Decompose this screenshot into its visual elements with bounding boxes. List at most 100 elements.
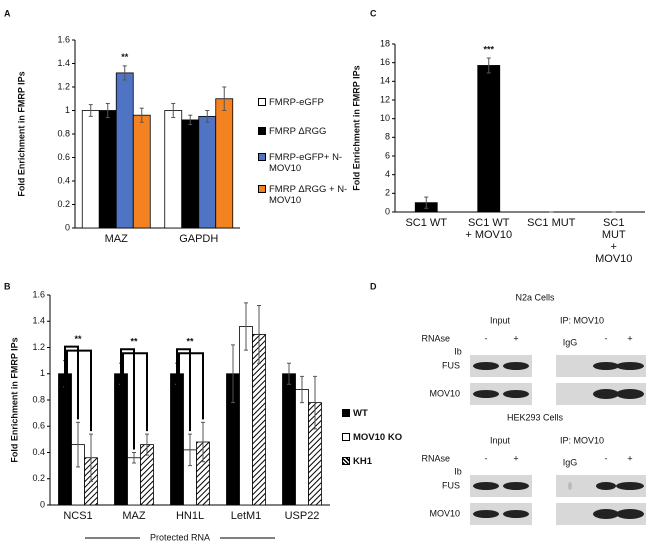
y-tick-label: 1.2	[57, 81, 70, 91]
legend-label: WT	[353, 408, 368, 419]
y-tick-label: 0	[65, 222, 70, 232]
blot-band	[596, 482, 616, 490]
x-tick-label: HN1L	[175, 510, 205, 522]
y-tick-label: 0	[385, 206, 390, 216]
y-tick-label: 0.2	[32, 473, 45, 483]
legend-item: WT	[342, 408, 432, 419]
bar	[477, 65, 501, 213]
y-tick-label: 0.6	[32, 421, 45, 431]
bar	[239, 326, 253, 506]
bar	[164, 110, 183, 229]
treatment-sign: +	[513, 453, 518, 463]
y-tick-label: 16	[380, 57, 390, 67]
y-tick-label: 8	[385, 132, 390, 142]
blot-band	[503, 482, 529, 490]
ip-label: IP: MOV10	[560, 435, 604, 445]
blot-band	[593, 389, 619, 399]
x-tick-label: SC1 MUT + MOV10	[595, 217, 633, 265]
legend-label: FMRP-eGFP+ N-MOV10	[269, 152, 343, 174]
y-tick-label: 0.2	[57, 199, 70, 209]
bar	[115, 72, 134, 229]
panel-label: A	[4, 8, 11, 18]
treatment-sign: -	[605, 333, 608, 343]
y-tick-label: 0.4	[57, 175, 70, 185]
treatment-sign: -	[485, 453, 488, 463]
blot-title: N2a Cells	[515, 292, 555, 302]
panel-label: C	[370, 8, 377, 18]
annotation: **	[130, 337, 138, 347]
legend-item: MOV10 KO	[342, 432, 432, 443]
blot-band	[503, 510, 529, 518]
legend-swatch	[342, 433, 350, 441]
treatment-label: RNAse	[421, 333, 450, 343]
y-tick-label: 6	[385, 150, 390, 160]
significance-bracket	[178, 352, 204, 420]
y-axis-title: Fold Enrichment in FMRP IPs	[9, 337, 19, 462]
blot-title: HEK293 Cells	[507, 412, 564, 422]
bar	[132, 114, 151, 229]
x-tick-label: SC1 WT	[405, 217, 448, 229]
y-tick-label: 18	[380, 38, 390, 48]
panel-label: D	[370, 281, 377, 291]
ip-label: IP: MOV10	[560, 315, 604, 325]
y-tick-label: 1.2	[32, 342, 45, 352]
y-tick-label: 10	[380, 113, 390, 123]
treatment-sign: +	[627, 333, 632, 343]
x-tick-label: SC1 WT + MOV10	[465, 217, 513, 241]
annotation: **	[121, 52, 129, 62]
x-tick-label: MAZ	[104, 233, 128, 245]
x-tick-label: GAPDH	[179, 233, 219, 245]
blot-band	[473, 362, 499, 370]
y-tick-label: 0.6	[57, 152, 70, 162]
blot-band	[473, 510, 499, 518]
treatment-sign: +	[513, 333, 518, 343]
legend-swatch	[342, 457, 350, 465]
y-tick-label: 0.4	[32, 447, 45, 457]
y-axis-title: Fold Enrichment in FMRP IPs	[351, 65, 361, 190]
blot-membrane	[470, 503, 532, 525]
legend-label: FMRP ΔRGG + N-MOV10	[269, 184, 348, 206]
panel-label: B	[4, 281, 11, 291]
y-tick-label: 0.8	[32, 394, 45, 404]
x-axis-title: Protected RNA	[150, 532, 210, 542]
blot-band	[568, 482, 572, 490]
x-tick-label: USP22	[284, 510, 320, 522]
control-label: IgG	[563, 337, 578, 347]
legend-label: MOV10 KO	[353, 432, 403, 443]
blot-band	[473, 390, 499, 398]
y-tick-label: 1	[65, 105, 70, 115]
annotation: ***	[483, 44, 494, 54]
legend-swatch	[258, 127, 266, 135]
x-tick-label: MAZ	[122, 510, 146, 522]
bar	[81, 110, 100, 229]
input-label: Input	[490, 315, 511, 325]
input-label: Input	[490, 435, 511, 445]
legend-label: FMRP ΔRGG	[269, 126, 327, 137]
blot-membrane	[470, 355, 532, 377]
y-tick-label: 4	[385, 169, 390, 179]
y-axis-title: Fold Enrichment in FMRP IPs	[16, 71, 26, 196]
annotation: **	[74, 334, 82, 344]
y-tick-label: 1.4	[32, 316, 45, 326]
bar	[198, 115, 217, 229]
legend-label: FMRP-eGFP	[269, 97, 324, 108]
treatment-label: RNAse	[421, 453, 450, 463]
y-tick-label: 2	[385, 188, 390, 198]
x-tick-label: SC1 MUT	[527, 217, 576, 229]
treatment-sign: -	[485, 333, 488, 343]
legend-item: FMRP-eGFP	[258, 97, 366, 108]
bar	[127, 457, 141, 506]
blot-band	[593, 362, 619, 370]
row-label: FUS	[442, 360, 460, 370]
y-tick-label: 1.6	[32, 289, 45, 299]
annotation: **	[186, 337, 194, 347]
x-tick-label: LetM1	[230, 510, 262, 522]
blot-band	[473, 482, 499, 490]
y-tick-label: 0.8	[57, 128, 70, 138]
legend-swatch	[258, 153, 266, 161]
legend-item: KH1	[342, 456, 432, 467]
y-tick-label: 12	[380, 94, 390, 104]
treatment-sign: +	[627, 453, 632, 463]
row-label: MOV10	[429, 388, 460, 398]
treatment-sign: -	[605, 453, 608, 463]
